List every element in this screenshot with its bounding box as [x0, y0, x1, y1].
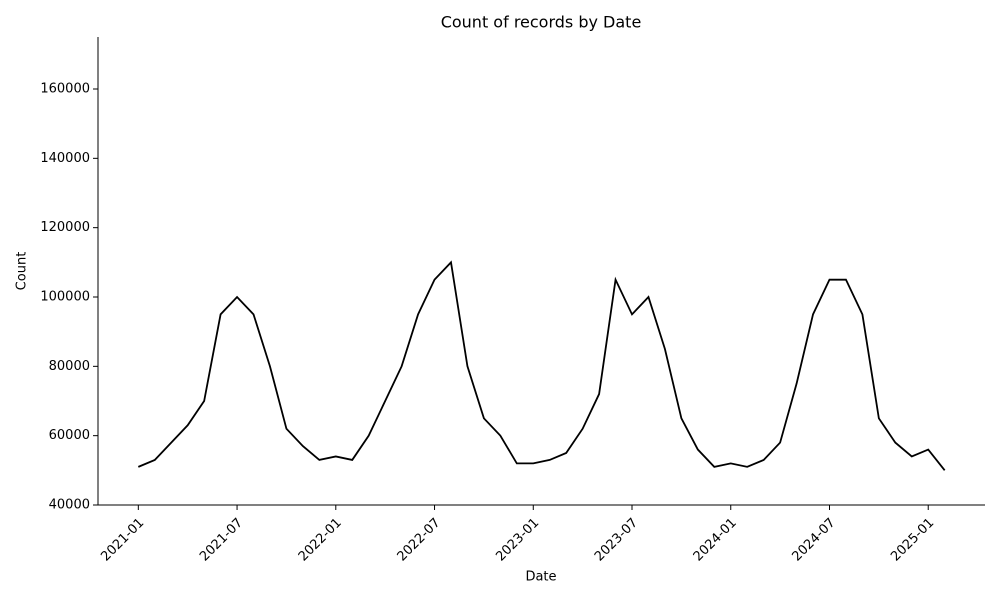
x-tick-label: 2023-01: [493, 515, 542, 564]
chart-title: Count of records by Date: [441, 13, 642, 32]
x-tick-label: 2021-07: [197, 515, 246, 564]
line: [137, 260, 946, 471]
y-tick-label: 80000: [49, 359, 90, 374]
x-tick-label: 2022-01: [296, 515, 345, 564]
y-tick-label: 40000: [49, 498, 90, 513]
y-axis-label: Count: [15, 252, 30, 291]
x-tick-label: 2022-07: [395, 515, 444, 564]
x-axis-label: Date: [525, 570, 556, 585]
y-tick-label: 120000: [40, 220, 90, 235]
x-tick-label: 2021-01: [98, 515, 147, 564]
y-tick-label: 60000: [49, 428, 90, 443]
x-tick-label: 2023-07: [592, 515, 641, 564]
y-tick-label: 140000: [40, 151, 90, 166]
y-tick-label: 100000: [40, 290, 90, 305]
x-tick-label: 2024-07: [790, 515, 839, 564]
x-tick-label: 2025-01: [888, 515, 937, 564]
x-tick-label: 2024-01: [691, 515, 740, 564]
y-tick-label: 160000: [40, 82, 90, 97]
